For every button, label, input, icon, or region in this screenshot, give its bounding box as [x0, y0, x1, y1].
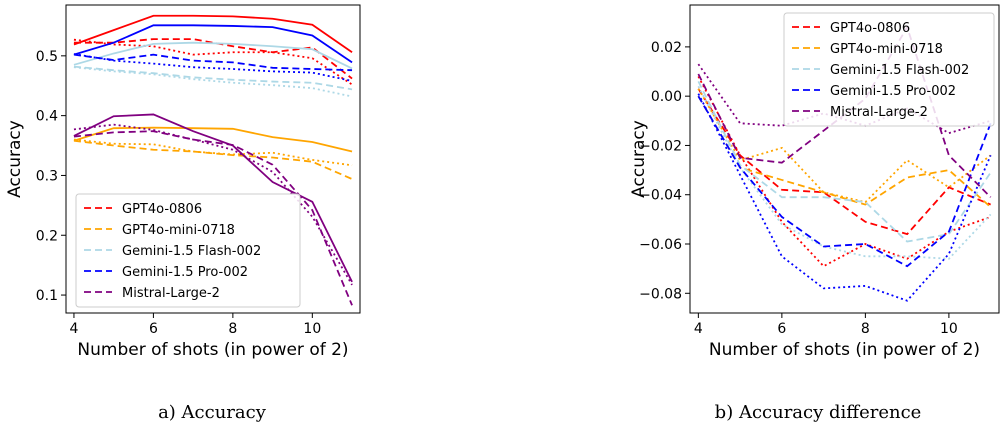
x-tick-label: 10	[303, 321, 321, 337]
x-tick-label: 6	[149, 321, 158, 337]
series-line	[73, 41, 353, 70]
series-line	[73, 130, 353, 306]
y-tick-label: 0.1	[36, 288, 58, 304]
y-tick-label: −0.06	[639, 237, 682, 253]
y-tick-label: −0.04	[639, 188, 682, 204]
plot-frame	[689, 4, 1000, 314]
y-tick-label: 0.4	[36, 109, 58, 125]
series-line	[73, 53, 353, 72]
y-axis-label: Accuracy	[5, 120, 25, 198]
caption-accuracy: a) Accuracy	[158, 402, 267, 423]
legend-label: Gemini-1.5 Pro-002	[122, 265, 248, 280]
series-line	[73, 65, 353, 91]
series-line	[73, 139, 353, 180]
legend-label: GPT4o-mini-0718	[122, 223, 235, 238]
legend-box	[783, 12, 995, 127]
legend-label: Gemini-1.5 Flash-002	[830, 63, 969, 78]
y-tick-label: −0.08	[639, 286, 682, 302]
y-tick-label: −0.02	[639, 138, 682, 154]
series-line	[73, 126, 353, 153]
x-tick-label: 8	[228, 321, 237, 337]
legend-label: Mistral-Large-2	[122, 286, 220, 301]
x-tick-label: 4	[694, 321, 703, 337]
plot-frame	[65, 4, 361, 314]
y-axis-label: Accuracy	[629, 120, 649, 198]
series-line	[73, 38, 353, 86]
y-tick-label: 0.5	[36, 49, 58, 65]
series-line	[697, 95, 992, 268]
y-tick-label: 0.00	[651, 89, 682, 105]
caption-accuracy-difference: b) Accuracy difference	[715, 402, 922, 423]
x-axis-label: Number of shots (in power of 2)	[709, 340, 980, 360]
series-line	[73, 38, 353, 80]
series-line	[697, 88, 991, 236]
series-line	[697, 63, 991, 135]
legend-label: GPT4o-0806	[122, 202, 202, 217]
legend-label: GPT4o-0806	[830, 21, 910, 36]
y-tick-label: 0.2	[36, 228, 58, 244]
y-tick-label: 0.3	[36, 168, 58, 184]
series-line	[697, 85, 992, 260]
legend-label: Gemini-1.5 Pro-002	[830, 84, 956, 99]
series-line	[73, 123, 353, 286]
legend-box	[75, 193, 301, 308]
series-line	[697, 80, 992, 243]
series-line	[697, 93, 992, 302]
x-tick-label: 6	[777, 321, 786, 337]
series-line	[73, 66, 353, 98]
legend-label: Mistral-Large-2	[830, 105, 928, 120]
x-tick-label: 10	[940, 321, 958, 337]
series-line	[73, 53, 353, 82]
series-line	[73, 14, 353, 53]
y-tick-label: 0.02	[651, 40, 682, 56]
legend-label: GPT4o-mini-0718	[830, 42, 943, 57]
series-line	[73, 138, 353, 167]
series-line	[73, 113, 353, 283]
x-tick-label: 4	[69, 321, 78, 337]
series-line	[73, 24, 353, 64]
x-axis-label: Number of shots (in power of 2)	[77, 340, 348, 360]
legend-label: Gemini-1.5 Flash-002	[122, 244, 261, 259]
x-tick-label: 8	[861, 321, 870, 337]
